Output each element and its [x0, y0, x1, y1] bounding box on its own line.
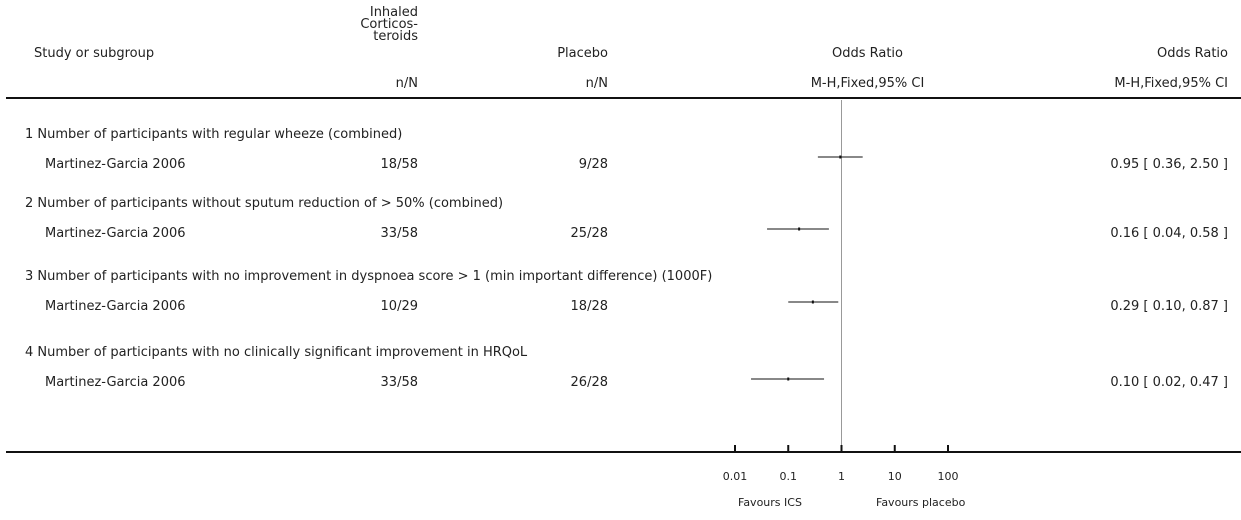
ics-events: 33/58	[380, 226, 418, 241]
point-estimate	[811, 300, 814, 304]
subgroup-title: 3 Number of participants with no improve…	[25, 269, 713, 284]
header-rule	[6, 97, 1241, 99]
favours-left-label: Favours ICS	[738, 496, 802, 509]
axis-tick-label: 10	[888, 470, 902, 483]
ics-nN-header: n/N	[395, 76, 418, 91]
axis-tick-label: 1	[838, 470, 845, 483]
placebo-column-header: Placebo	[557, 46, 608, 61]
placebo-events: 18/28	[570, 299, 608, 314]
ics-header-line-1: Inhaled	[369, 5, 418, 20]
placebo-events: 9/28	[578, 157, 608, 172]
ci-value: 0.29 [ 0.10, 0.87 ]	[1110, 299, 1228, 314]
study-column-header: Study or subgroup	[34, 46, 155, 61]
ci-value: 0.95 [ 0.36, 2.50 ]	[1110, 157, 1228, 172]
study-name: Martinez-Garcia 2006	[45, 375, 186, 390]
study-name: Martinez-Garcia 2006	[45, 226, 186, 241]
ics-events: 33/58	[380, 375, 418, 390]
bottom-rule	[6, 451, 1241, 453]
axis-tick-label: 0.1	[780, 470, 798, 483]
placebo-events: 26/28	[570, 375, 608, 390]
subgroup-title: 2 Number of participants without sputum …	[25, 196, 504, 211]
point-estimate	[839, 155, 842, 159]
ci-column-header: Odds Ratio	[1156, 46, 1228, 61]
placebo-nN-header: n/N	[585, 76, 608, 91]
subgroup-title: 4 Number of participants with no clinica…	[25, 345, 528, 360]
study-name: Martinez-Garcia 2006	[45, 157, 186, 172]
plot-method-header: M-H,Fixed,95% CI	[810, 76, 925, 91]
placebo-events: 25/28	[570, 226, 608, 241]
ci-method-header: M-H,Fixed,95% CI	[1114, 76, 1228, 91]
point-estimate	[787, 377, 790, 381]
ics-events: 18/58	[380, 157, 418, 172]
plot-column-header: Odds Ratio	[831, 46, 904, 61]
ci-value: 0.10 [ 0.02, 0.47 ]	[1110, 375, 1228, 390]
point-estimate	[798, 227, 801, 231]
ics-header-line-3: teroids	[373, 29, 418, 44]
axis-tick-label: 100	[938, 470, 959, 483]
ics-header-line-2: Corticos-	[360, 17, 418, 32]
subgroup-title: 1 Number of participants with regular wh…	[25, 127, 403, 142]
favours-right-label: Favours placebo	[876, 496, 966, 509]
study-name: Martinez-Garcia 2006	[45, 299, 186, 314]
ci-value: 0.16 [ 0.04, 0.58 ]	[1110, 226, 1228, 241]
axis-tick-label: 0.01	[723, 470, 748, 483]
ics-column-header: Inhaled Corticos- teroids	[300, 5, 418, 44]
ics-events: 10/29	[380, 299, 418, 314]
